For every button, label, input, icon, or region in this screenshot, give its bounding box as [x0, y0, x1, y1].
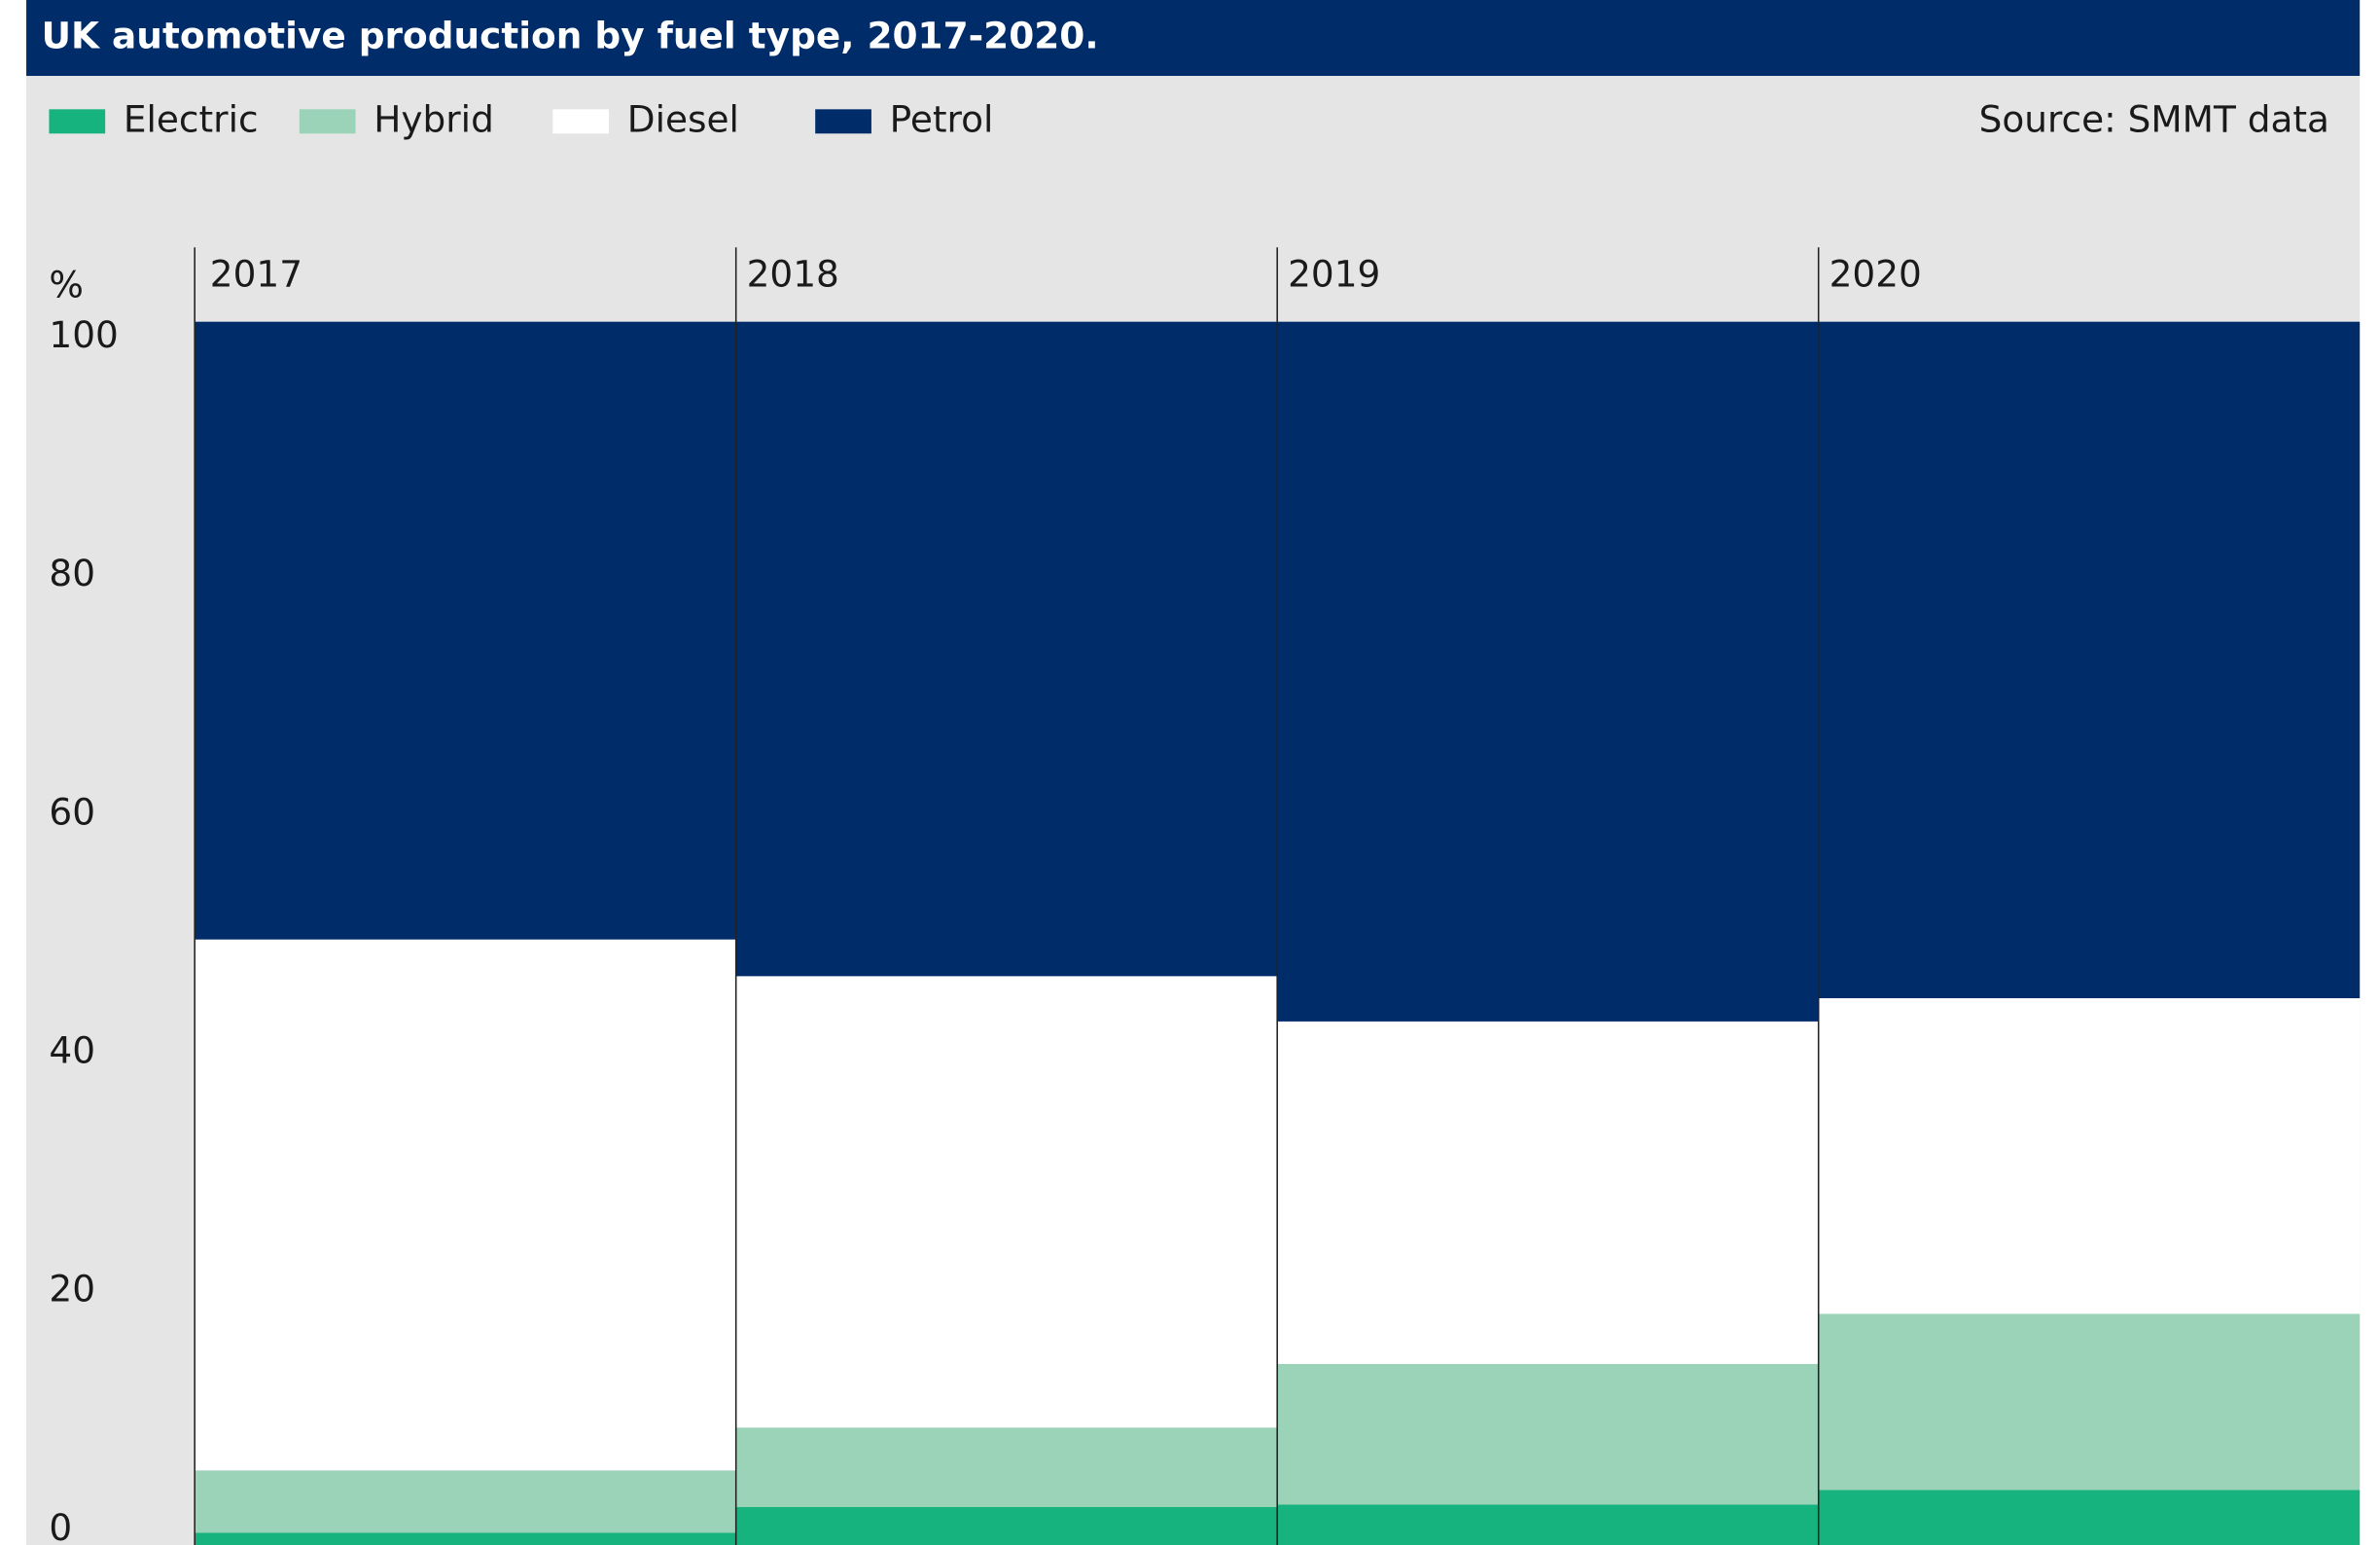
y-tick-label: 20 [49, 1268, 95, 1311]
y-tick-label: 80 [49, 552, 95, 594]
y-tick-label: 40 [49, 1028, 95, 1071]
legend-swatch [552, 109, 610, 134]
bar-segment [195, 939, 736, 1471]
bar-segment [1277, 321, 1819, 1022]
y-tick-label: 100 [49, 313, 118, 356]
y-tick-label: 60 [49, 790, 95, 833]
bar-segment [735, 1507, 1278, 1545]
bar-segment [1818, 1313, 2361, 1491]
bar-segment [1277, 1363, 1819, 1505]
legend-label: Petrol [890, 97, 994, 140]
title-bar [26, 0, 2361, 76]
bar-segment [1818, 997, 2361, 1314]
chart-title: UK automotive production by fuel type, 2… [42, 14, 1099, 56]
x-tick-label: 2019 [1288, 252, 1380, 295]
source: Source: SMMT data [1979, 97, 2329, 140]
bar-segment [1277, 1021, 1819, 1364]
legend-swatch [49, 109, 106, 134]
bar-segment [735, 1427, 1278, 1508]
legend-label: Electric [124, 97, 259, 140]
x-tick-label: 2018 [747, 252, 839, 295]
legend-swatch [299, 109, 356, 134]
legend-label: Hybrid [373, 97, 494, 140]
bar-segment [735, 976, 1278, 1428]
bar-segment [195, 1470, 736, 1533]
y-axis-label: % [49, 263, 84, 305]
bar-segment [1818, 1490, 2361, 1545]
bar-segment [195, 1532, 736, 1545]
legend-swatch [815, 109, 871, 134]
bar-segment [195, 321, 736, 940]
bar-segment [735, 321, 1278, 977]
x-tick-label: 2017 [210, 252, 302, 295]
legend-label: Diesel [627, 97, 739, 140]
x-tick-label: 2020 [1829, 252, 1922, 295]
bar-segment [1818, 321, 2361, 998]
bar-segment [1277, 1504, 1819, 1545]
y-tick-label: 0 [49, 1506, 72, 1545]
